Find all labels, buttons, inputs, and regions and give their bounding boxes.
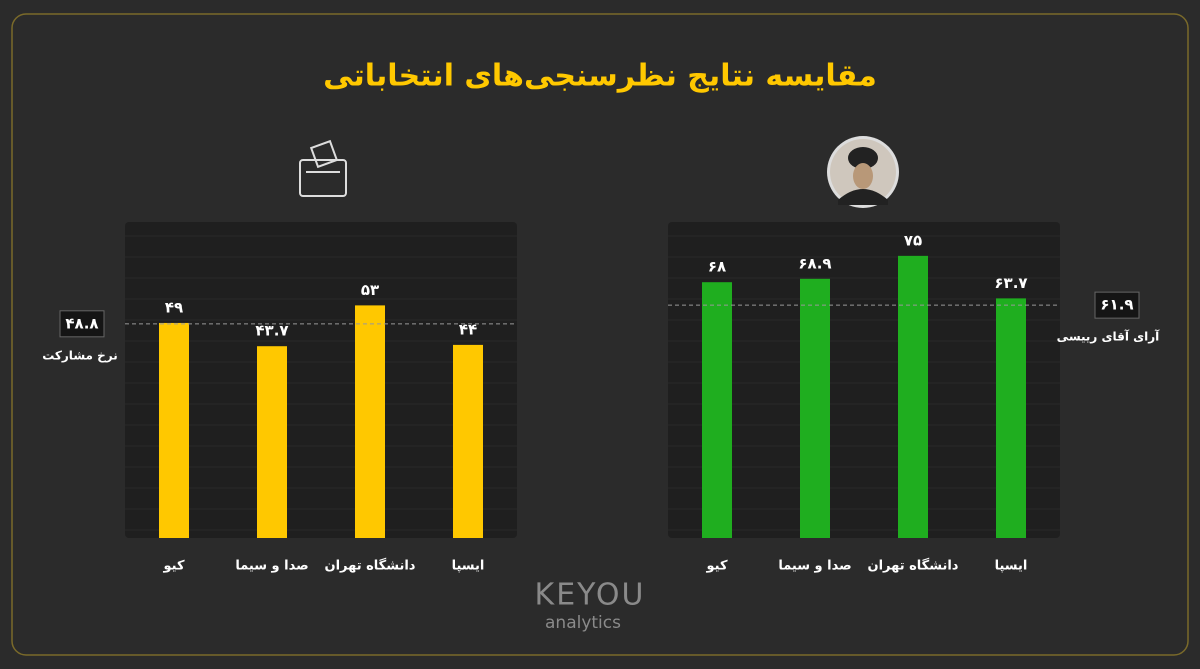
plot-panel bbox=[125, 222, 517, 538]
bar bbox=[702, 282, 732, 538]
portrait bbox=[827, 136, 899, 208]
category-label: صدا و سیما bbox=[235, 559, 308, 574]
bar bbox=[159, 322, 189, 538]
plot-panel bbox=[668, 222, 1060, 538]
value-label: ۶۳.۷ bbox=[994, 274, 1027, 292]
reference-label: ۴۸.۸ bbox=[65, 314, 98, 332]
bar bbox=[996, 298, 1026, 538]
value-label: ۴۴ bbox=[459, 320, 477, 338]
reference-box bbox=[59, 310, 105, 338]
value-label: ۶۸ bbox=[708, 258, 726, 276]
value-label: ۶۸.۹ bbox=[798, 254, 831, 272]
bar bbox=[898, 255, 928, 538]
bar bbox=[355, 305, 385, 538]
value-label: ۷۵ bbox=[904, 231, 922, 249]
reference-text: نرخ مشارکت bbox=[42, 348, 118, 362]
bar bbox=[453, 344, 483, 538]
value-label: ۵۳ bbox=[361, 281, 379, 299]
bar bbox=[800, 278, 830, 538]
reference-box bbox=[1094, 291, 1140, 319]
reference-label: ۶۱.۹ bbox=[1100, 296, 1133, 314]
category-label: کیو bbox=[705, 559, 727, 574]
brand-sub: analytics bbox=[545, 613, 621, 633]
bar bbox=[257, 346, 287, 538]
category-label: دانشگاه تهران bbox=[868, 558, 959, 574]
category-label: کیو bbox=[162, 559, 184, 574]
category-label: دانشگاه تهران bbox=[325, 558, 416, 574]
category-label: ایسپا bbox=[995, 559, 1028, 574]
frame bbox=[11, 13, 1189, 656]
ballot-icon bbox=[299, 139, 347, 197]
category-label: ایسپا bbox=[452, 559, 485, 574]
brand-name: KEYOU bbox=[535, 578, 646, 613]
value-label: ۴۳.۷ bbox=[255, 322, 288, 340]
reference-text: آرای آقای رییسی bbox=[1057, 329, 1161, 344]
category-label: صدا و سیما bbox=[778, 559, 851, 574]
value-label: ۴۹ bbox=[165, 298, 183, 316]
title: مقایسه نتایج نظرسنجی‌های انتخاباتی bbox=[323, 59, 877, 94]
